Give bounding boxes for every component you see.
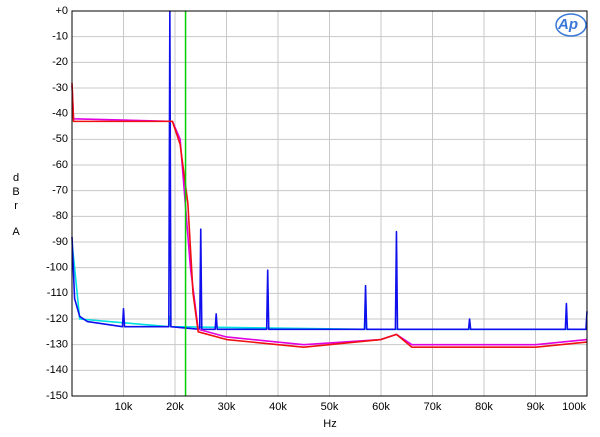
series-line: [71, 10, 588, 331]
y-tick-label: -30: [52, 82, 68, 94]
y-tick-label: -60: [52, 159, 68, 171]
x-tick-label: 10k: [115, 401, 133, 413]
y-tick-label: -100: [46, 262, 68, 274]
y-tick-label: -110: [47, 287, 68, 299]
y-tick-label: -50: [52, 133, 68, 145]
y-tick-label: -80: [52, 210, 68, 222]
x-tick-label: 70k: [424, 401, 442, 413]
x-tick-label: 60k: [372, 401, 390, 413]
data-layer: [71, 10, 588, 396]
y-tick-label: -40: [52, 108, 68, 120]
y-axis-label: dBr: [10, 172, 22, 214]
y-tick-label: -130: [46, 339, 68, 351]
logo-ring: [555, 13, 587, 37]
grid-layer: [72, 10, 588, 397]
y-tick-label: -120: [46, 313, 68, 325]
x-tick-label: 30k: [218, 401, 236, 413]
y-tick-label: -20: [52, 56, 68, 68]
x-tick-label: 40k: [269, 401, 287, 413]
y-tick-label: -70: [52, 185, 68, 197]
x-tick-label: 100k: [562, 401, 586, 413]
x-tick-label: 80k: [475, 401, 493, 413]
y-tick-label: -150: [46, 390, 68, 402]
x-tick-label: 90k: [527, 401, 545, 413]
y-tick-label: +0: [55, 5, 68, 17]
x-tick-label: 50k: [321, 401, 339, 413]
series-line: [71, 82, 588, 349]
y-tick-label: -140: [46, 364, 68, 376]
logo-text: Ap: [557, 16, 578, 33]
logo: Ap: [555, 13, 587, 37]
plot-frame: [71, 10, 588, 397]
x-axis-label: Hz: [323, 418, 336, 430]
y-tick-label: -90: [52, 236, 68, 248]
y-axis-label: A: [12, 226, 20, 238]
x-tick-label: 20k: [166, 401, 184, 413]
y-tick-label: -10: [52, 31, 68, 43]
